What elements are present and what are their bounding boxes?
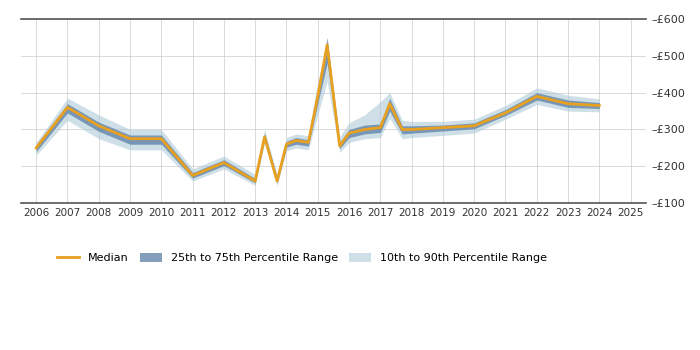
- Legend: Median, 25th to 75th Percentile Range, 10th to 90th Percentile Range: Median, 25th to 75th Percentile Range, 1…: [52, 248, 552, 267]
